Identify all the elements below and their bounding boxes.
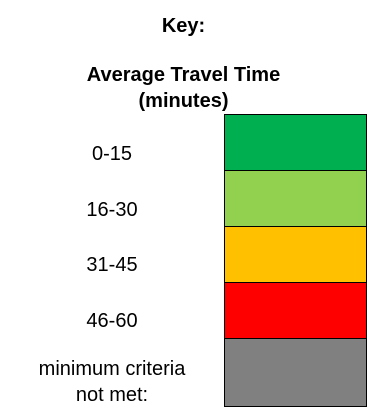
- legend-title: Average Travel Time (minutes): [0, 62, 367, 114]
- legend-range-label-criteria-not-met: minimum criteria not met:: [0, 356, 224, 408]
- legend-title-line1: Average Travel Time: [86, 64, 281, 86]
- legend-title-line2: (minutes): [138, 90, 229, 112]
- legend-range-label-16-30: 16-30: [86, 199, 138, 221]
- swatch-31-45: [224, 226, 367, 282]
- swatch-16-30: [224, 170, 367, 226]
- criteria-label-line1: minimum criteria: [38, 358, 186, 380]
- swatch-0-15: [224, 114, 367, 170]
- swatch-46-60: [224, 282, 367, 338]
- legend-range-label-46-60: 46-60: [86, 310, 138, 332]
- legend-range-label-0-15: 0-15: [91, 143, 133, 165]
- key-title: Key:: [161, 15, 206, 37]
- legend-swatches: [224, 114, 367, 407]
- legend-range-label-31-45: 31-45: [86, 254, 138, 276]
- swatch-criteria-not-met: [224, 338, 367, 407]
- criteria-label-line2: not met:: [75, 384, 149, 406]
